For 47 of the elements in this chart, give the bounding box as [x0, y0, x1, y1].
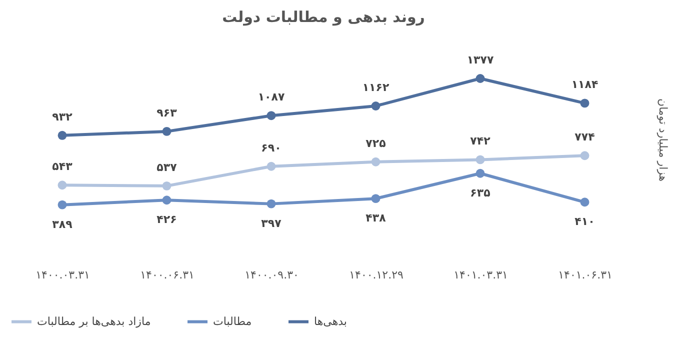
point — [371, 157, 380, 166]
point — [58, 200, 67, 210]
point — [266, 162, 276, 171]
x-tick-label: ۱۴۰۰.۰۹.۳۰ — [244, 268, 299, 282]
x-tick-label: ۱۴۰۰.۱۲.۲۹ — [349, 268, 404, 282]
point — [162, 196, 172, 205]
data-label: ۷۲۵ — [366, 136, 386, 150]
data-label: ۳۹۷ — [261, 216, 282, 230]
point — [476, 155, 485, 164]
x-tick-label: ۱۴۰۱.۰۶.۳۱ — [558, 268, 612, 282]
data-label: ۱۱۸۴ — [571, 78, 598, 92]
point — [266, 199, 276, 208]
data-label: ۵۴۳ — [52, 160, 73, 174]
point — [580, 198, 590, 207]
point — [371, 102, 380, 110]
data-label: ۷۷۴ — [574, 130, 596, 144]
point — [162, 181, 172, 190]
legend-label: مازاد بدهی‌ها بر مطالبات — [37, 314, 151, 328]
point — [580, 151, 590, 160]
point — [476, 74, 485, 83]
point — [58, 180, 67, 190]
data-label: ۹۶۳ — [156, 106, 178, 120]
data-label: ۳۸۹ — [52, 218, 73, 231]
point — [58, 130, 67, 140]
data-label: ۴۳۸ — [366, 212, 386, 225]
legend-label: مطالبات — [213, 314, 252, 328]
point — [266, 111, 276, 120]
data-label: ۹۳۲ — [52, 110, 73, 124]
data-label: ۷۴۲ — [470, 134, 491, 148]
data-label: ۱۰۸۷ — [258, 90, 285, 104]
chart-title: روند بدهی و مطالبات دولت — [222, 8, 425, 26]
point — [371, 194, 380, 204]
data-label: ۴۲۶ — [156, 213, 177, 226]
data-label: ۱۱۶۲ — [362, 81, 390, 94]
x-tick-label: ۱۴۰۱.۰۳.۳۱ — [454, 268, 508, 282]
data-label: ۶۳۵ — [470, 186, 491, 200]
data-label: ۵۳۷ — [156, 160, 178, 174]
point — [162, 126, 172, 136]
x-tick-label: ۱۴۰۰.۰۳.۳۱ — [36, 268, 90, 282]
data-label: ۶۹۰ — [261, 141, 282, 154]
point — [580, 98, 590, 108]
point — [476, 168, 485, 178]
data-label: ۱۳۷۷ — [466, 54, 494, 67]
legend-label: بدهی‌ها — [314, 314, 347, 328]
x-tick-label: ۱۴۰۰.۰۶.۳۱ — [140, 268, 194, 282]
data-label: ۴۱۰ — [574, 215, 595, 228]
y-axis-title: هزار میلیارد تومان — [656, 98, 670, 182]
